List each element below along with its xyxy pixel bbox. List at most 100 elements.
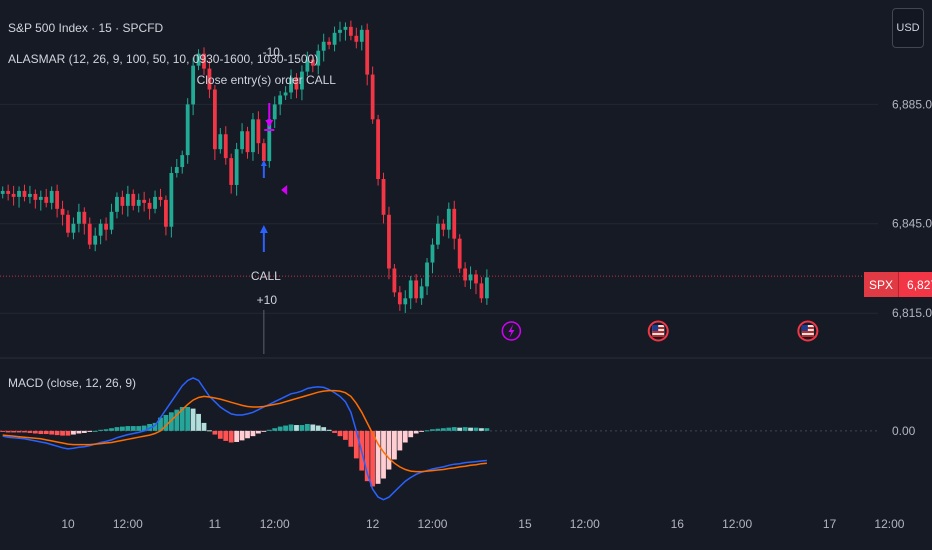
macd-histogram-bar [114,427,120,431]
macd-legend[interactable]: MACD (close, 12, 26, 9) [8,376,137,390]
macd-histogram-bar [484,428,490,431]
candle-body [207,68,212,90]
time-tick-label: 12 [366,517,380,531]
candle-body [256,119,261,144]
macd-histogram-bar [217,430,223,439]
macd-histogram-bar [343,430,348,440]
lightning-icon [508,324,515,338]
time-tick-label: 11 [209,517,222,531]
candle-body [0,190,5,194]
candle-body [430,244,435,263]
entry-small-arrowhead-icon [260,160,267,166]
macd-histogram-bar [337,430,343,437]
candle-body [397,292,402,305]
macd-histogram-bar [315,425,321,431]
macd-histogram-bar [397,430,403,451]
macd-histogram-bar [98,429,104,431]
candle-body [44,196,49,203]
macd-histogram-bar [256,430,261,434]
flag-stripe [652,331,665,333]
candle-body [104,223,108,230]
macd-histogram-bar [87,430,93,432]
candle-body [419,286,424,299]
macd-histogram-bar [92,430,98,432]
candle-body [381,178,386,215]
macd-histogram-bar [65,430,71,436]
macd-histogram-bar [163,414,169,431]
macd-histogram-bar [310,424,316,431]
currency-button[interactable]: USD [892,8,924,48]
time-tick-label: 12:00 [874,517,904,531]
candle-body [441,223,446,230]
macd-line [2,377,487,501]
flag-stripe [801,335,814,337]
macd-histogram-bar [321,427,327,431]
macd-histogram-bar [424,430,430,432]
candle-body [164,199,168,227]
candle-body [17,190,21,197]
time-tick-label: 12:00 [417,517,447,531]
macd-histogram-bar [353,430,359,459]
candle-body [120,196,125,206]
candle-body [436,223,440,245]
macd-histogram-bar [16,430,22,433]
macd-histogram-bar [261,430,267,432]
candle-body [468,274,473,281]
candle-body [82,211,87,224]
macd-histogram-bar [130,426,136,431]
candle-body [153,196,157,209]
macd-histogram-bar [223,430,229,441]
candle-body [376,119,380,179]
macd-histogram-bar [201,422,207,431]
candle-body [354,35,359,42]
indicator-legend[interactable]: ALASMAR (12, 26, 9, 100, 50, 10, 0930-16… [8,52,319,66]
time-tick-label: 15 [518,517,532,531]
candle-body [283,92,288,96]
macd-histogram-bar [332,430,337,433]
candle-body [147,202,152,209]
earnings-event-icon [501,321,522,341]
price-tick-label: 6,845.00 [892,217,932,231]
candle-body [251,119,255,153]
macd-histogram-bar [54,430,60,436]
candle-body [365,29,370,75]
macd-histogram-bar [272,428,278,431]
macd-histogram-bar [419,430,424,432]
candle-body [218,134,223,150]
candle-body [305,59,310,72]
macd-histogram-bar [11,430,16,433]
candle-body [33,193,38,200]
candle-body [403,298,408,305]
macd-histogram-bar [174,409,180,431]
candle-body [457,238,462,269]
time-tick-label: 12:00 [260,517,290,531]
candle-body [414,280,419,299]
candle-body [49,190,54,203]
price-tick-label: 6,815.00 [892,306,932,320]
candle-body [272,104,277,120]
time-tick-label: 12:00 [722,517,752,531]
candle-body [115,196,119,212]
macd-histogram-bar [168,412,174,431]
macd-histogram-bar [440,428,446,431]
candle-body [316,50,321,66]
candle-body [76,211,81,224]
candle-body [310,59,315,66]
candle-body [359,29,364,42]
candle-body [484,277,489,299]
candle-body [109,211,114,230]
candle-body [343,26,348,30]
candle-body [240,131,244,150]
candle-body [60,208,65,215]
macd-histogram-bar [435,428,441,431]
macd-histogram-bar [451,427,457,431]
time-tick-label: 10 [61,517,75,531]
candle-body [370,74,375,120]
macd-histogram-bar [413,430,419,434]
candle-body [38,196,43,200]
candle-body [6,190,11,194]
macd-histogram-bar [120,426,125,431]
macd-histogram-bar [457,427,463,431]
